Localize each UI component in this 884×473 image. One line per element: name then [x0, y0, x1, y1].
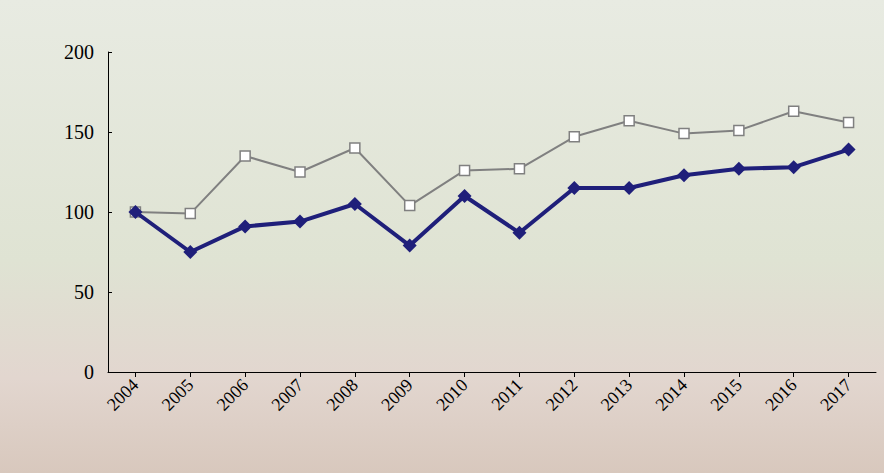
svg-text:200: 200 [64, 41, 94, 63]
svg-text:2009: 2009 [377, 375, 417, 415]
svg-text:2016: 2016 [761, 375, 801, 415]
svg-text:2004: 2004 [103, 375, 143, 415]
svg-text:2005: 2005 [158, 375, 198, 415]
svg-text:100: 100 [64, 201, 94, 223]
svg-text:50: 50 [74, 281, 94, 303]
svg-text:2013: 2013 [597, 375, 637, 415]
svg-text:2010: 2010 [432, 375, 472, 415]
svg-text:2015: 2015 [706, 375, 746, 415]
svg-text:2012: 2012 [542, 375, 582, 415]
svg-text:2011: 2011 [487, 375, 526, 414]
svg-text:2008: 2008 [322, 375, 362, 415]
svg-text:2017: 2017 [816, 375, 856, 415]
svg-text:2006: 2006 [213, 375, 253, 415]
svg-text:0: 0 [84, 361, 94, 383]
svg-text:150: 150 [64, 121, 94, 143]
svg-text:2014: 2014 [651, 375, 691, 415]
svg-text:2007: 2007 [267, 375, 307, 415]
